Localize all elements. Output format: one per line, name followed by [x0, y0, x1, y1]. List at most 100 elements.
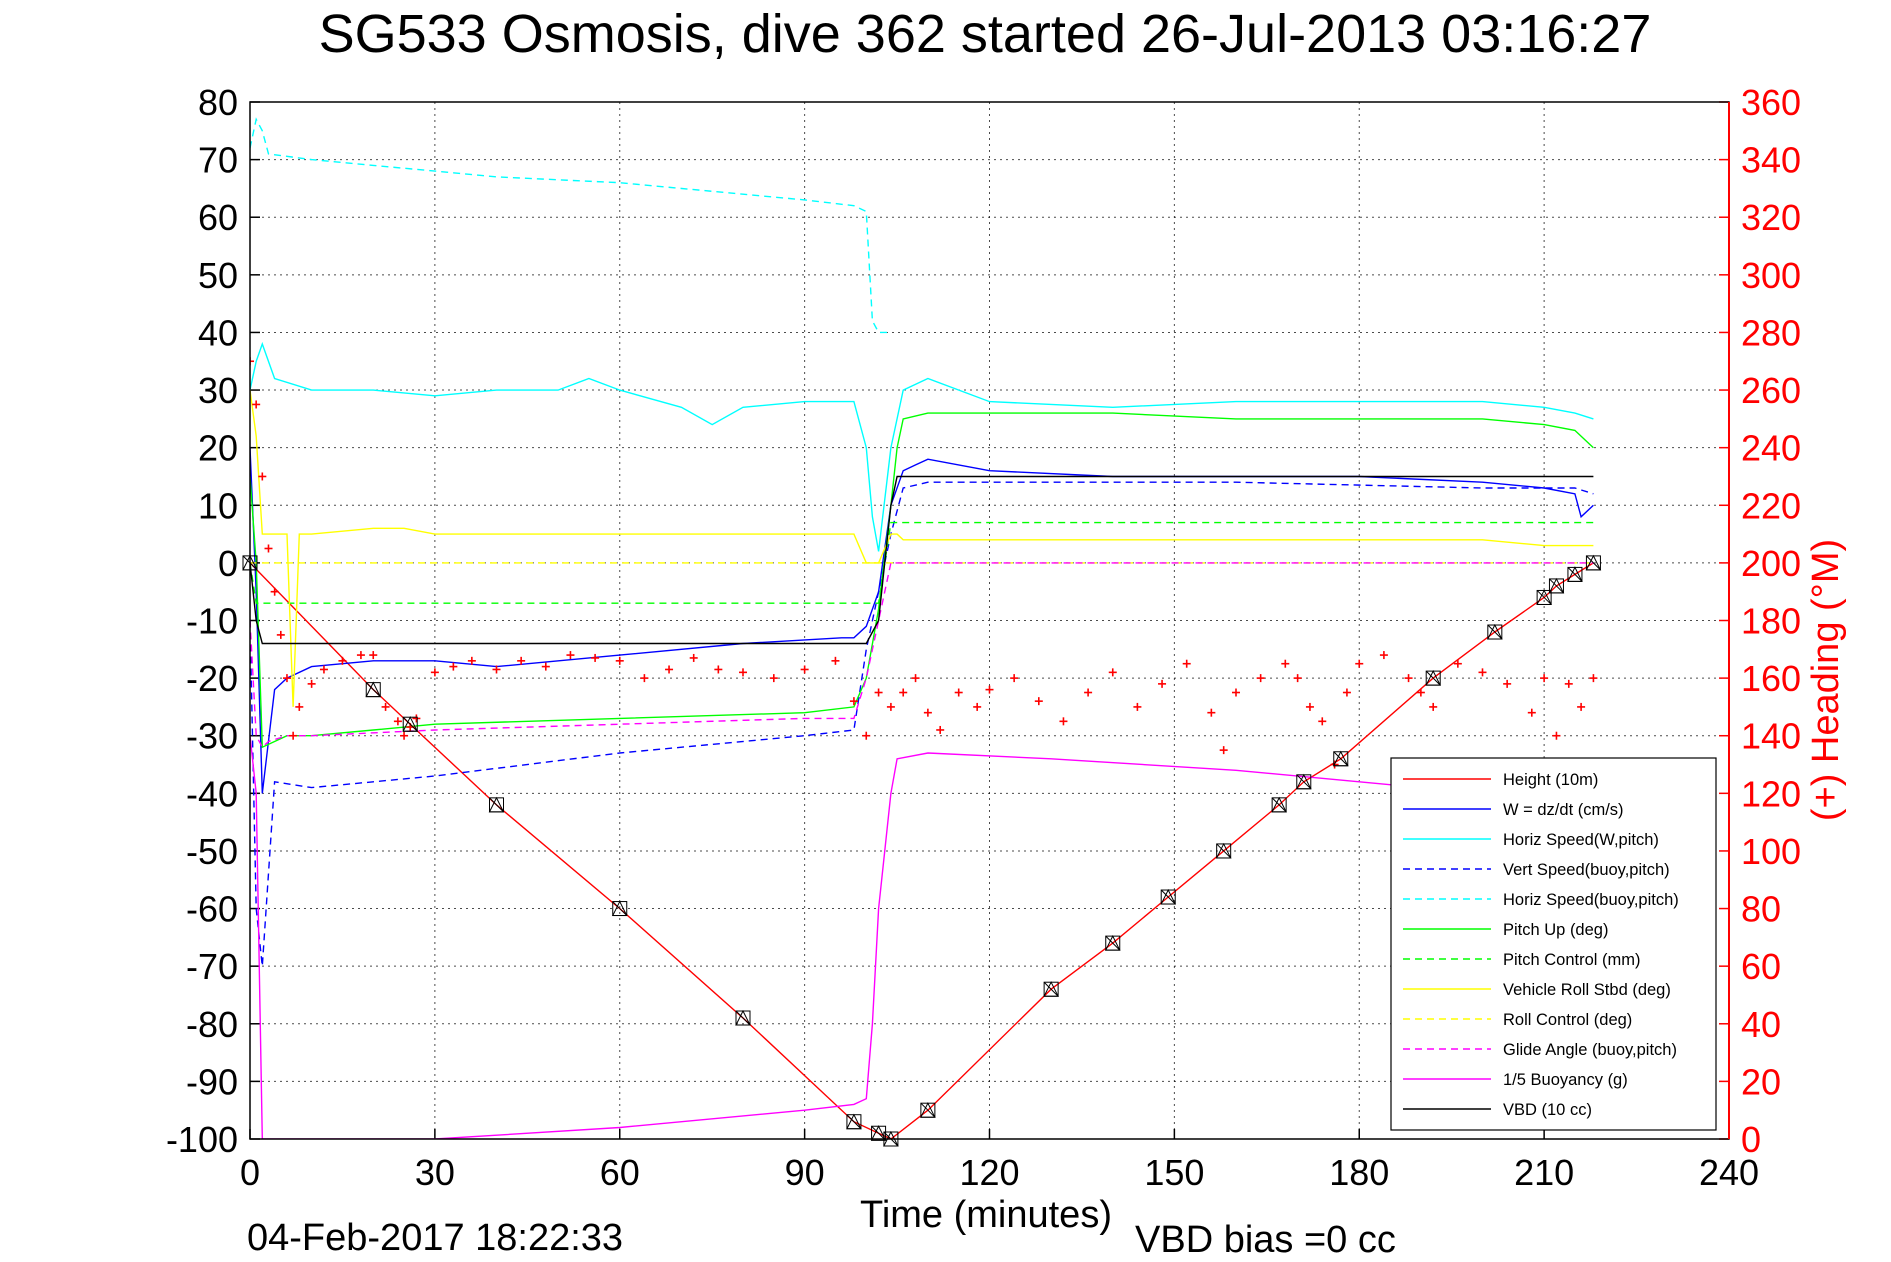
- heading-point: [1577, 702, 1586, 711]
- y-tick-label: -90: [186, 1061, 238, 1102]
- heading-point: [849, 697, 858, 706]
- heading-point: [899, 688, 908, 697]
- y2-tick-label: 100: [1741, 831, 1801, 872]
- y-tick-label: 50: [198, 255, 238, 296]
- heading-point: [400, 731, 409, 740]
- depth-marker-cross: [1216, 843, 1232, 859]
- legend-label-3: Vert Speed(buoy,pitch): [1503, 861, 1670, 879]
- y2-tick-label: 60: [1741, 946, 1781, 987]
- heading-point: [714, 665, 723, 674]
- heading-point: [831, 656, 840, 665]
- heading-point: [1318, 717, 1327, 726]
- heading-point: [467, 656, 476, 665]
- heading-point: [264, 544, 273, 553]
- depth-marker: [365, 681, 382, 698]
- y2-tick-label: 40: [1741, 1004, 1781, 1045]
- depth-marker-cross: [1549, 578, 1564, 594]
- depth-marker: [1271, 796, 1287, 813]
- heading-point: [252, 400, 261, 409]
- depth-marker-triangle: [1567, 566, 1583, 582]
- heading-point: [1256, 674, 1265, 683]
- depth-marker-cross: [920, 1102, 936, 1118]
- depth-marker-cross: [1043, 981, 1059, 997]
- depth-marker-triangle: [870, 1125, 887, 1141]
- depth-marker: [402, 716, 419, 732]
- depth-marker: [920, 1102, 936, 1118]
- x-tick-label: 240: [1699, 1152, 1759, 1193]
- heading-point: [338, 656, 347, 665]
- depth-marker-triangle: [1332, 750, 1349, 767]
- depth-marker-triangle: [1271, 796, 1287, 813]
- depth-marker-cross: [1271, 797, 1287, 813]
- heading-point: [270, 587, 279, 596]
- y2-tick-label: 360: [1741, 82, 1801, 123]
- heading-point: [973, 702, 982, 711]
- heading-point: [1589, 674, 1598, 683]
- y2-tick-label: 320: [1741, 197, 1801, 238]
- heading-point: [369, 651, 378, 660]
- depth-marker-cross: [1105, 935, 1121, 951]
- depth-marker-cross: [612, 901, 628, 916]
- legend-label-10: 1/5 Buoyancy (g): [1503, 1071, 1628, 1089]
- heading-point: [1379, 651, 1388, 660]
- x-tick-label: 30: [415, 1152, 455, 1193]
- y-tick-label: -60: [186, 889, 238, 930]
- depth-marker-triangle: [1295, 773, 1312, 790]
- y-tick-label: 40: [198, 312, 238, 353]
- y2-tick-label: 300: [1741, 255, 1801, 296]
- depth-marker: [735, 1009, 751, 1026]
- depth-marker-triangle: [365, 681, 382, 698]
- y-tick-label: 80: [198, 82, 238, 123]
- heading-point: [1305, 702, 1314, 711]
- depth-marker: [1043, 981, 1059, 997]
- series-line-5: [250, 412, 1594, 749]
- heading-point: [1084, 688, 1093, 697]
- y-tick-label: 70: [198, 140, 238, 181]
- legend-label-9: Glide Angle (buoy,pitch): [1503, 1041, 1677, 1059]
- heading-point: [295, 702, 304, 711]
- y-tick-label: -70: [186, 946, 238, 987]
- heading-point: [1281, 659, 1290, 668]
- footer-vbd-bias: VBD bias =0 cc: [1135, 1219, 1396, 1261]
- heading-point: [615, 656, 624, 665]
- heading-point: [1342, 688, 1351, 697]
- heading-point: [936, 725, 945, 734]
- depth-marker-cross: [402, 716, 418, 732]
- legend: Height (10m) W = dz/dt (cm/s) Horiz Speed(…: [1390, 757, 1717, 1131]
- legend-label-5: Pitch Up (deg): [1503, 921, 1608, 939]
- y2-tick-label: 160: [1741, 658, 1801, 699]
- heading-point: [1010, 674, 1019, 683]
- heading-point: [307, 679, 316, 688]
- depth-marker-triangle: [1043, 981, 1059, 997]
- x-tick-label: 120: [959, 1152, 1019, 1193]
- depth-marker-triangle: [488, 796, 505, 813]
- y-tick-label: 10: [198, 485, 238, 526]
- depth-marker: [1548, 577, 1565, 594]
- depth-marker-triangle: [611, 900, 628, 917]
- depth-marker-cross: [1296, 774, 1312, 790]
- plot-area: [242, 117, 1602, 1147]
- heading-point: [911, 674, 920, 683]
- y-tick-label: 60: [198, 197, 238, 238]
- depth-marker: [1295, 773, 1312, 790]
- legend-label-0: Height (10m): [1503, 771, 1598, 789]
- heading-point: [356, 651, 365, 660]
- depth-marker: [1160, 888, 1177, 905]
- depth-marker-cross: [489, 797, 504, 813]
- y-tick-label: -20: [186, 658, 238, 699]
- x-tick-label: 210: [1514, 1152, 1574, 1193]
- heading-point: [1416, 688, 1425, 697]
- series-line-7: [250, 390, 1594, 707]
- depth-marker-cross: [1160, 889, 1176, 905]
- right-axis-ticks: 3603403203002802602402202001801601401201…: [1719, 82, 1801, 1160]
- depth-marker-triangle: [846, 1113, 862, 1130]
- depth-marker: [1332, 750, 1349, 767]
- heading-point: [1293, 674, 1302, 683]
- heading-point: [1552, 731, 1561, 740]
- grid: [249, 101, 1730, 1140]
- depth-marker: [1567, 566, 1583, 582]
- heading-point: [258, 472, 267, 481]
- depth-marker-cross: [1536, 590, 1552, 605]
- y2-tick-label: 220: [1741, 485, 1801, 526]
